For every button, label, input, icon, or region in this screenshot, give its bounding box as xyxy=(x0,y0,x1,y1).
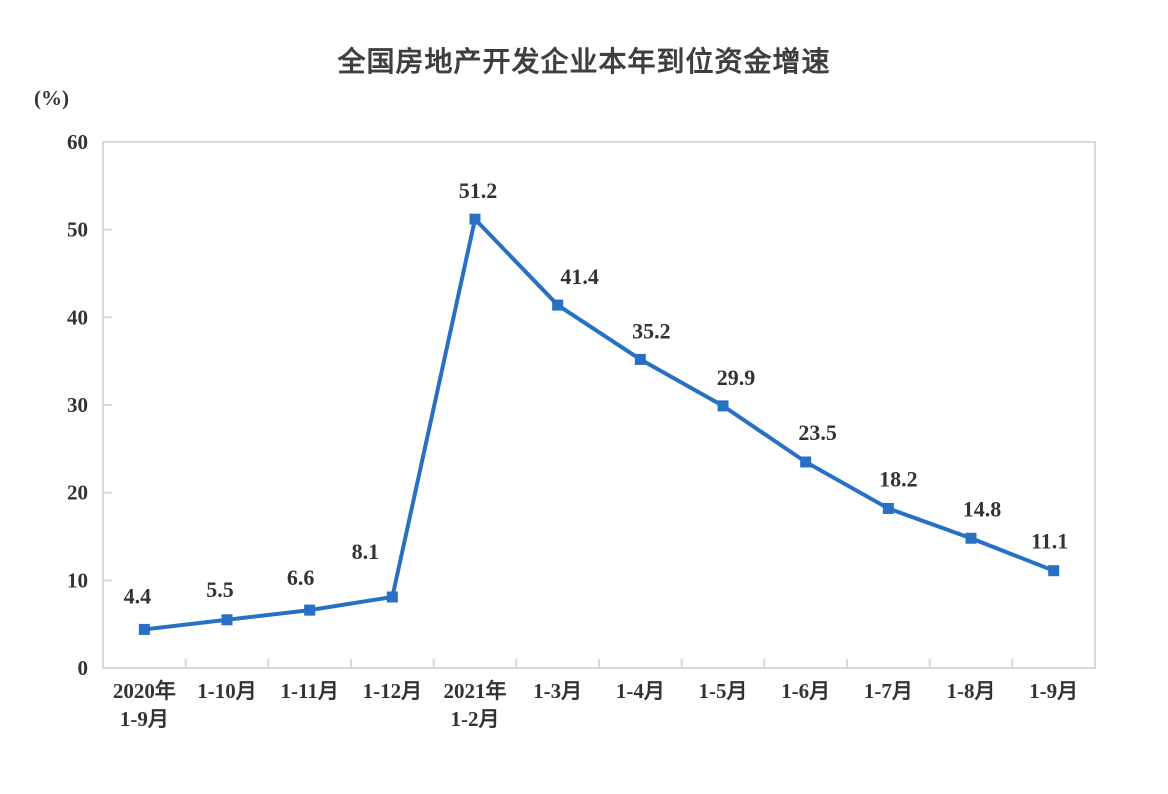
data-point-marker xyxy=(552,299,564,311)
data-point-marker xyxy=(965,532,977,544)
x-axis-tick-label: 1-12月 xyxy=(363,679,423,703)
x-axis-tick-label: 1-10月 xyxy=(197,679,257,703)
data-point-marker xyxy=(304,604,316,616)
y-axis-unit-label: (%) xyxy=(34,86,69,110)
x-axis-tick-label: 1-6月 xyxy=(781,679,830,703)
y-axis-tick-label: 50 xyxy=(67,218,88,242)
data-point-label: 41.4 xyxy=(560,264,599,289)
x-axis-tick-label: 2021年 1-2月 xyxy=(444,679,507,731)
y-axis-tick-label: 30 xyxy=(67,393,88,417)
data-point-label: 23.5 xyxy=(798,420,837,445)
y-axis-tick-label: 10 xyxy=(67,568,88,592)
data-point-label: 11.1 xyxy=(1031,529,1068,554)
data-point-label: 35.2 xyxy=(632,318,671,343)
data-point-label: 4.4 xyxy=(124,583,152,608)
data-point-marker xyxy=(634,353,646,365)
plot-border xyxy=(102,141,1096,669)
data-point-marker xyxy=(221,614,233,626)
data-point-label: 29.9 xyxy=(717,365,756,390)
data-point-label: 51.2 xyxy=(459,178,498,203)
chart-title: 全国房地产开发企业本年到位资金增速 xyxy=(337,46,831,77)
x-axis-tick-label: 1-11月 xyxy=(280,679,338,703)
x-axis-tick-label: 1-4月 xyxy=(616,679,665,703)
y-axis-tick-label: 20 xyxy=(67,481,88,505)
data-point-marker xyxy=(1048,565,1060,577)
data-point-label: 14.8 xyxy=(963,496,1002,521)
data-point-label: 18.2 xyxy=(879,466,918,491)
x-axis-tick-label: 1-9月 xyxy=(1029,679,1078,703)
data-point-label: 8.1 xyxy=(352,539,380,564)
data-point-label: 5.5 xyxy=(206,577,234,602)
y-axis-tick-label: 0 xyxy=(78,656,89,680)
data-point-marker xyxy=(386,591,398,603)
x-axis-tick-label: 1-5月 xyxy=(699,679,748,703)
x-axis-tick-label: 1-7月 xyxy=(864,679,913,703)
data-point-marker xyxy=(800,456,812,468)
data-point-label: 6.6 xyxy=(287,565,315,590)
y-axis-tick-label: 60 xyxy=(67,130,88,154)
data-point-marker xyxy=(138,623,150,635)
x-axis-tick-label: 1-8月 xyxy=(947,679,996,703)
y-axis-tick-label: 40 xyxy=(67,305,88,329)
data-point-marker xyxy=(717,400,729,412)
x-axis-tick-label: 1-3月 xyxy=(533,679,582,703)
x-axis-tick-label: 2020年 1-9月 xyxy=(113,679,176,731)
data-point-marker xyxy=(882,502,894,514)
data-point-marker xyxy=(469,213,481,225)
series-line xyxy=(144,215,1055,632)
